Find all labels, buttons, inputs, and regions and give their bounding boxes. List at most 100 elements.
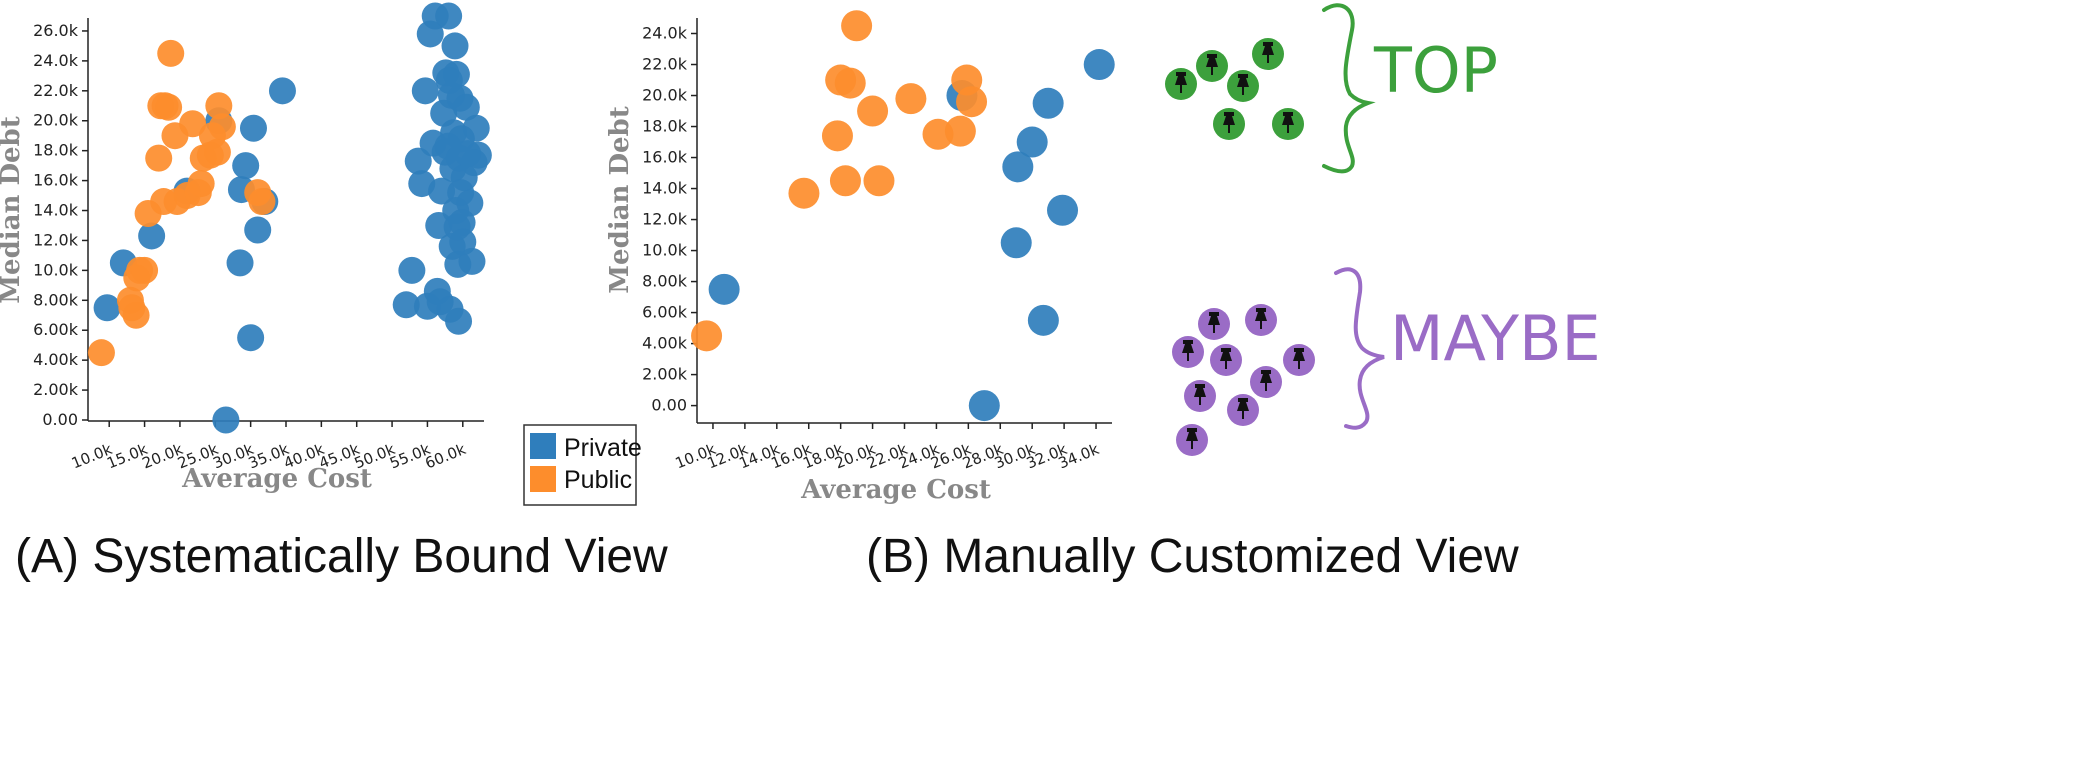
legend-swatch-public [530,466,556,492]
pinned-top-point[interactable] [1196,50,1228,82]
pinned-maybe-point[interactable] [1210,344,1242,376]
chart-b-point-public[interactable] [834,67,866,99]
chart-b-point-private[interactable] [968,390,1000,422]
chart-b-point-public[interactable] [956,86,988,118]
legend: Private Public [523,424,642,506]
chart-a-point-public[interactable] [208,113,236,141]
pushpin-icon [1182,340,1194,361]
chart-b-point-public[interactable] [841,10,873,42]
chart-b-point-private[interactable] [1000,227,1032,259]
pinned-top-point[interactable] [1227,70,1259,102]
chart-b-point-public[interactable] [829,165,861,197]
chart-a-point-public[interactable] [203,138,231,166]
chart-a-point-private[interactable] [237,324,265,352]
chart-b-point-private[interactable] [1027,304,1059,336]
top-brace [1322,3,1376,174]
pinned-maybe-point[interactable] [1176,424,1208,456]
pinned-maybe-point[interactable] [1250,366,1282,398]
pinned-maybe-point[interactable] [1184,380,1216,412]
chart-a-point-public[interactable] [87,339,115,367]
chart-a-point-public[interactable] [205,92,233,120]
chart-a-point-private[interactable] [462,114,490,142]
chart-b-point-private[interactable] [1083,49,1115,81]
chart-b-point-public[interactable] [895,83,927,115]
chart-a-point-private[interactable] [392,291,420,319]
chart-a-point-private[interactable] [239,114,267,142]
chart-a-point-public[interactable] [155,93,183,121]
chart-b-point-private[interactable] [1032,87,1064,119]
chart-a-point-public[interactable] [122,301,150,329]
annotation-top: TOP [1322,3,1498,174]
pushpin-icon [1194,384,1206,405]
chart-a-point-private[interactable] [232,152,260,180]
chart-b-y-tick-label: 20.0k [642,86,688,105]
chart-a-point-public[interactable] [145,144,173,172]
chart-a-point-private[interactable] [212,406,240,434]
pinned-top-point[interactable] [1213,108,1245,140]
chart-a-point-public[interactable] [187,170,215,198]
chart-a-point-private[interactable] [226,249,254,277]
chart-a-point-private[interactable] [435,2,463,30]
pinned-maybe-point[interactable] [1227,394,1259,426]
chart-b-point-private[interactable] [1016,126,1048,158]
chart-b-point-public[interactable] [821,120,853,152]
pinned-maybe-point[interactable] [1245,304,1277,336]
chart-a-point-private[interactable] [431,138,459,166]
chart-a-point-private[interactable] [268,77,296,105]
chart-a-point-public[interactable] [157,39,185,67]
chart-a-y-tick-label: 12.0k [33,230,79,249]
chart-b-point-public[interactable] [944,115,976,147]
pinned-maybe-point[interactable] [1198,308,1230,340]
chart-b-point-public[interactable] [863,165,895,197]
chart-a-y-tick-label: 6.00k [33,320,79,339]
chart-a-y-tick-label: 22.0k [33,81,79,100]
chart-a-y-tick-label: 10.0k [33,260,79,279]
chart-a-point-private[interactable] [398,256,426,284]
chart-a-point-private[interactable] [404,147,432,175]
chart-a-point-private[interactable] [458,247,486,275]
pushpin-icon [1175,72,1187,93]
pushpin-icon [1282,112,1294,133]
top-label: TOP [1373,34,1498,107]
pushpin-icon [1223,112,1235,133]
chart-b-ticks: 0.00 2.00k 4.00k 6.00k 8.00k 10.0k 12.0k 14.0k 1… [642,24,1102,473]
chart-b-point-private[interactable] [1047,194,1079,226]
chart-a-point-private[interactable] [411,77,439,105]
pushpin-icon [1206,54,1218,75]
chart-a-y-tick-label: 14.0k [33,201,79,220]
chart-b-y-axis-title: Median Debt [605,106,635,293]
pinned-maybe-group [1172,304,1315,456]
chart-b-y-tick-label: 22.0k [642,55,688,74]
pinned-top-point[interactable] [1252,38,1284,70]
chart-b-point-public[interactable] [857,95,889,127]
chart-a-x-tick-label: 60.0k [423,440,469,473]
caption-b: (B) Manually Customized View [866,530,1519,583]
chart-a-y-tick-label: 26.0k [33,21,79,40]
chart-b-y-tick-label: 4.00k [642,334,688,353]
chart-a-point-private[interactable] [456,189,484,217]
pinned-maybe-point[interactable] [1172,336,1204,368]
chart-a-y-tick-label: 4.00k [33,350,79,369]
legend-label-private: Private [564,434,642,462]
chart-b-point-private[interactable] [708,273,740,305]
chart-a-point-private[interactable] [441,32,469,60]
chart-a-point-private[interactable] [244,216,272,244]
chart-a-point-private[interactable] [464,141,492,169]
chart-a-point-private[interactable] [445,307,473,335]
pinned-top-point[interactable] [1272,108,1304,140]
chart-a-point-public[interactable] [248,188,276,216]
chart-b-point-public[interactable] [788,177,820,209]
chart-a-point-private[interactable] [138,222,166,250]
chart-b-point-public[interactable] [691,320,723,352]
chart-a-point-private[interactable] [93,294,121,322]
chart-b-point-private[interactable] [1002,151,1034,183]
chart-a-point-private[interactable] [442,60,470,88]
chart-b-y-tick-label: 12.0k [642,210,688,229]
pushpin-icon [1260,370,1272,391]
pinned-top-point[interactable] [1165,68,1197,100]
chart-a-point-public[interactable] [179,110,207,138]
chart-a-point-private[interactable] [452,93,480,121]
pinned-maybe-point[interactable] [1283,344,1315,376]
chart-a-point-public[interactable] [131,256,159,284]
